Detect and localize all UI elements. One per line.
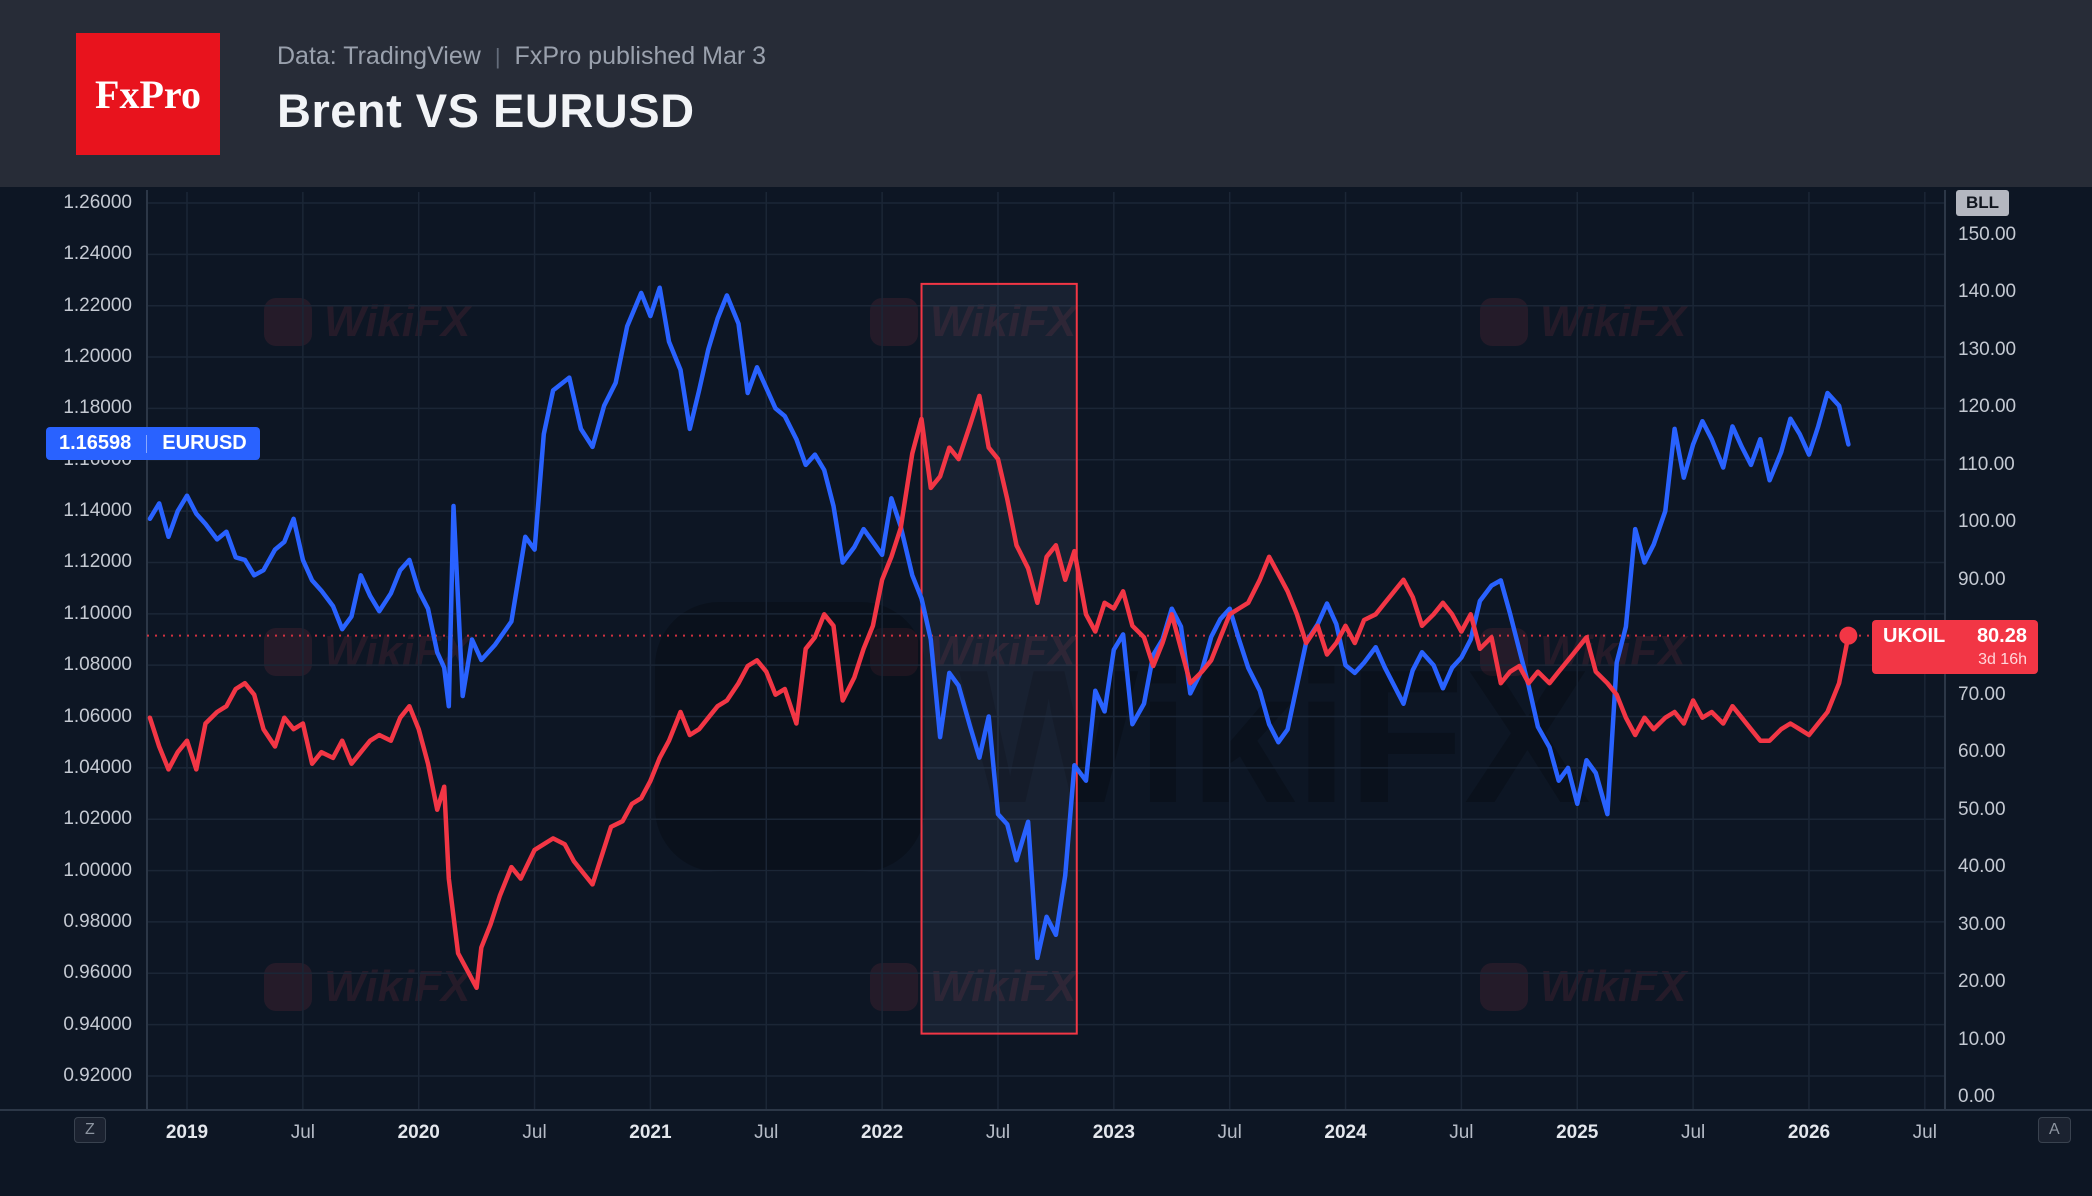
panda-icon — [655, 602, 925, 872]
unit-label-bll[interactable]: BLL — [1956, 190, 2010, 216]
page-title: Brent VS EURUSD — [277, 84, 695, 137]
watermark-text: WikiFX — [930, 962, 1076, 1012]
watermark: WikiFX — [870, 962, 1076, 1012]
data-source: Data: TradingView — [277, 42, 481, 70]
header-text: Data: TradingView | FxPro published Mar … — [277, 42, 766, 138]
chart-subtitle: Data: TradingView | FxPro published Mar … — [277, 42, 766, 71]
watermark-text: WikiFX — [324, 962, 471, 1011]
panda-icon — [264, 628, 312, 676]
eurusd-price-value: 1.16598 — [59, 432, 132, 455]
ukoil-countdown: 3d 16h — [1978, 650, 2027, 668]
published-date: FxPro published Mar 3 — [514, 42, 767, 70]
highlight-box — [920, 282, 1078, 1035]
last-price-marker — [1839, 626, 1858, 645]
ukoil-series-label: UKOIL — [1883, 624, 1946, 647]
eurusd-price-badge[interactable]: 1.16598 EURUSD — [46, 427, 260, 461]
fxpro-logo-text: FxPro — [95, 71, 201, 117]
panda-icon — [1480, 963, 1528, 1011]
watermark-text: WikiFX — [1540, 962, 1687, 1011]
panda-icon — [870, 963, 918, 1011]
panda-icon — [870, 628, 918, 676]
panda-icon — [264, 963, 312, 1011]
watermark: WikiFX — [1480, 962, 1686, 1012]
watermark: WikiFX — [264, 962, 470, 1012]
timezone-button[interactable]: Z — [74, 1117, 106, 1143]
series-line-ukoil — [147, 393, 1851, 991]
eurusd-series-label: EURUSD — [162, 432, 247, 455]
badge-divider — [146, 434, 148, 453]
watermark: WikiFX — [870, 627, 1076, 677]
subtitle-separator: | — [494, 43, 501, 69]
auto-scale-button[interactable]: A — [2038, 1117, 2071, 1143]
header-bar: FxPro Data: TradingView | FxPro publishe… — [0, 0, 2092, 187]
series-line-eurusd — [147, 285, 1851, 961]
ukoil-price-row: UKOIL 80.28 — [1883, 625, 2027, 648]
ukoil-price-badge[interactable]: UKOIL 80.28 3d 16h — [1872, 619, 2038, 674]
fxpro-logo: FxPro — [76, 33, 220, 155]
ukoil-price-value: 80.28 — [1976, 624, 2027, 647]
